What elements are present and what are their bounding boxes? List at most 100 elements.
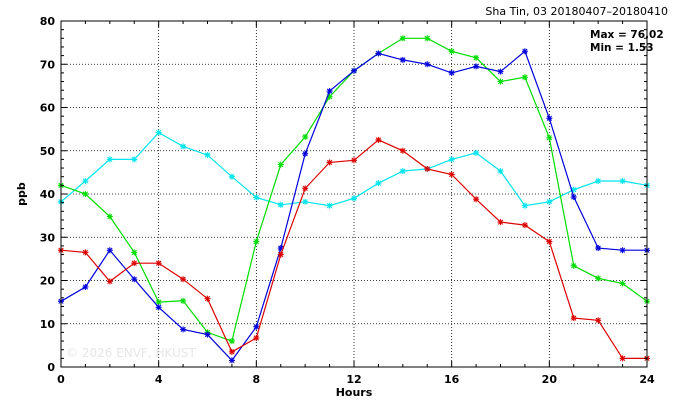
data-point (228, 173, 235, 180)
data-point (106, 247, 113, 254)
data-point (82, 191, 89, 197)
data-point (302, 185, 309, 192)
y-tick-label: 70 (40, 58, 56, 71)
x-tick-label: 0 (57, 373, 65, 386)
data-point (595, 245, 602, 252)
series-group (58, 35, 650, 364)
data-point (180, 297, 187, 304)
data-point (82, 178, 89, 185)
data-point (253, 335, 260, 342)
data-point (619, 280, 626, 287)
data-point (473, 149, 480, 156)
data-point (228, 348, 235, 355)
series-1 (58, 129, 650, 209)
data-point (448, 69, 455, 76)
data-point (253, 238, 260, 245)
data-point (521, 202, 528, 209)
data-point (326, 159, 333, 166)
x-axis-label: Hours (336, 386, 373, 399)
data-point (570, 262, 577, 269)
x-tick-label: 4 (155, 373, 163, 386)
data-point (326, 202, 333, 209)
data-point (619, 178, 626, 185)
data-point (497, 168, 504, 175)
data-point (180, 276, 187, 283)
data-point (228, 338, 235, 345)
min-label: Min = 1.53 (590, 42, 654, 54)
data-point (448, 171, 455, 178)
x-tick-label: 16 (444, 373, 460, 386)
data-point (204, 295, 211, 302)
data-point (570, 315, 577, 322)
data-point (253, 194, 260, 201)
data-point (180, 326, 187, 333)
data-point (302, 150, 309, 157)
data-point (204, 331, 211, 338)
y-tick-label: 40 (40, 188, 56, 201)
data-point (473, 54, 480, 61)
data-point (131, 249, 138, 256)
watermark: © 2026 ENVF, HKUST (66, 346, 196, 360)
data-point (497, 219, 504, 226)
data-point (399, 35, 406, 42)
data-point (424, 61, 431, 68)
data-point (375, 50, 382, 57)
data-point (155, 304, 162, 311)
series-line (60, 50, 647, 362)
data-point (473, 196, 480, 203)
y-tick-label: 50 (40, 145, 56, 158)
data-point (82, 283, 89, 290)
series-3 (58, 48, 650, 364)
data-point (106, 278, 113, 285)
data-point (326, 88, 333, 95)
data-point (546, 115, 553, 122)
data-point (595, 317, 602, 324)
data-point (204, 152, 211, 159)
data-point (619, 247, 626, 254)
data-point (131, 276, 138, 283)
data-point (473, 63, 480, 70)
data-point (155, 299, 162, 306)
x-tick-label: 24 (639, 373, 655, 386)
data-point (595, 178, 602, 185)
x-tick-label: 12 (346, 373, 361, 386)
y-tick-label: 20 (40, 275, 56, 288)
y-tick-label: 0 (47, 361, 55, 374)
data-point (253, 323, 260, 330)
data-point (131, 156, 138, 163)
data-point (351, 195, 357, 202)
data-point (570, 194, 577, 201)
data-point (106, 213, 113, 220)
data-point (546, 198, 553, 205)
data-point (106, 156, 113, 163)
data-point (375, 180, 382, 187)
y-tick-label: 10 (40, 318, 56, 331)
data-point (399, 147, 406, 154)
data-point (399, 168, 406, 175)
series-4 (58, 136, 650, 362)
data-point (399, 56, 406, 63)
data-point (277, 201, 284, 208)
data-point (546, 134, 553, 141)
data-point (82, 249, 89, 256)
data-point (277, 161, 284, 168)
y-axis-label: ppb (15, 182, 28, 206)
data-point (351, 67, 357, 74)
data-point (351, 157, 357, 164)
data-point (521, 222, 528, 229)
max-label: Max = 76.02 (590, 29, 664, 41)
data-point (497, 78, 504, 85)
data-point (180, 143, 187, 150)
data-point (302, 133, 309, 140)
data-point (277, 251, 284, 258)
data-point (155, 260, 162, 267)
y-tick-label: 80 (40, 15, 56, 28)
data-point (155, 129, 162, 136)
data-point (228, 357, 235, 364)
x-tick-label: 20 (542, 373, 558, 386)
data-point (302, 198, 309, 205)
data-point (375, 136, 382, 143)
data-point (521, 74, 528, 81)
data-point (546, 238, 553, 245)
